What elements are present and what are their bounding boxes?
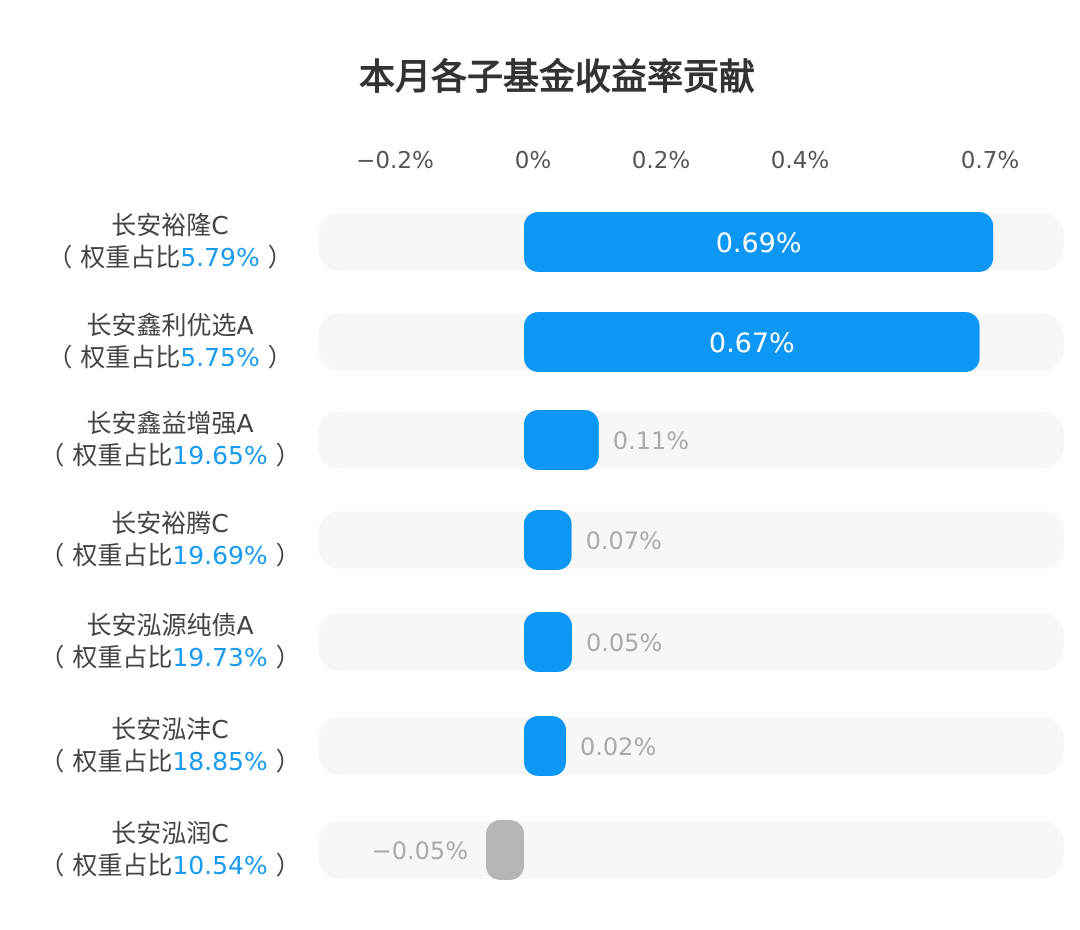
category-label: 长安泓沣C: [111, 715, 228, 744]
value-label: 0.69%: [716, 228, 802, 259]
value-label: 0.07%: [586, 527, 662, 555]
bar: [524, 312, 980, 372]
bar-track: [318, 511, 1064, 569]
bar-track: [318, 613, 1064, 671]
weight-label: （ 权重占比18.85% ）: [39, 747, 300, 776]
bar: [524, 612, 572, 672]
value-label: 0.67%: [709, 328, 795, 359]
bar: [524, 716, 566, 776]
x-tick-label: 0.7%: [961, 148, 1019, 174]
weight-label: （ 权重占比10.54% ）: [39, 851, 300, 880]
category-label: 长安鑫利优选A: [86, 311, 253, 340]
value-label: 0.05%: [586, 629, 662, 657]
category-label: 长安鑫益增强A: [86, 409, 253, 438]
bar-track: [318, 411, 1064, 469]
x-tick-label: 0%: [515, 148, 552, 174]
bar: [486, 820, 524, 880]
weight-label: （ 权重占比19.65% ）: [39, 441, 300, 470]
weight-label: （ 权重占比5.79% ）: [47, 243, 292, 272]
weight-label: （ 权重占比19.69% ）: [39, 541, 300, 570]
bar-track: [318, 717, 1064, 775]
value-label: 0.02%: [580, 733, 656, 761]
category-label: 长安泓润C: [111, 819, 228, 848]
value-label: −0.05%: [372, 837, 468, 865]
value-label: 0.11%: [613, 427, 689, 455]
bar: [524, 510, 572, 570]
category-label: 长安泓源纯债A: [86, 611, 253, 640]
chart-title: 本月各子基金收益率贡献: [358, 57, 755, 98]
category-label: 长安裕腾C: [111, 509, 228, 538]
bar: [524, 410, 599, 470]
weight-label: （ 权重占比19.73% ）: [39, 643, 300, 672]
x-tick-label: −0.2%: [356, 148, 434, 174]
x-tick-label: 0.2%: [632, 148, 690, 174]
x-tick-label: 0.4%: [771, 148, 829, 174]
category-label: 长安裕隆C: [111, 211, 228, 240]
bar: [524, 212, 994, 272]
weight-label: （ 权重占比5.75% ）: [47, 343, 292, 372]
